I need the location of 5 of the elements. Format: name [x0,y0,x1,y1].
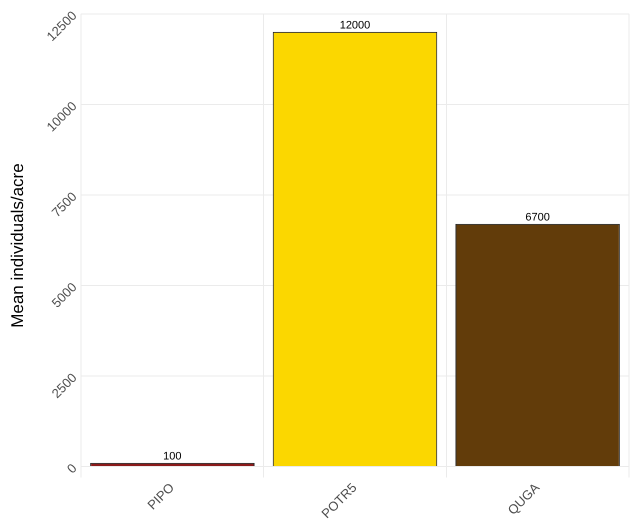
y-tick-label: 0 [64,460,80,476]
y-axis-title: Mean individuals/acre [8,163,27,328]
data-label: 100 [163,450,182,462]
data-label: 6700 [525,211,550,224]
data-label: 12000 [340,19,370,32]
